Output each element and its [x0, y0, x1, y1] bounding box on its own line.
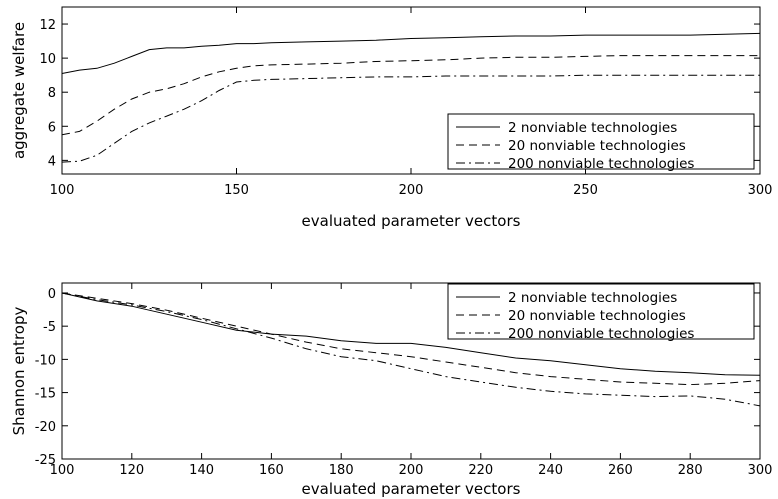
y-tick-label: 8 — [48, 86, 56, 101]
y-tick-label: 6 — [48, 120, 56, 135]
y-tick-label: -25 — [35, 453, 56, 468]
legend: 2 nonviable technologies 20 nonviable tec… — [448, 284, 754, 342]
x-tick-label: 240 — [538, 463, 563, 478]
x-tick-label: 150 — [224, 183, 249, 198]
x-tick-label: 300 — [748, 183, 773, 198]
y-tick-label: 0 — [48, 287, 56, 302]
x-tick-label: 280 — [678, 463, 703, 478]
x-tick-label: 300 — [748, 463, 773, 478]
y-axis-label: Shannon entropy — [10, 307, 28, 436]
y-tick-label: -10 — [35, 353, 56, 368]
legend-entry: 200 nonviable technologies — [508, 326, 694, 342]
x-tick-label: 120 — [119, 463, 144, 478]
x-axis-label: evaluated parameter vectors — [302, 212, 521, 230]
x-tick-label: 200 — [399, 183, 424, 198]
legend-entry: 20 nonviable technologies — [508, 138, 686, 154]
x-tick-label: 100 — [50, 183, 75, 198]
chart-shannon-entropy: 100 120 140 160 180 200 220 240 260 280 3000-5-10-… — [10, 283, 772, 498]
x-tick-label: 260 — [608, 463, 633, 478]
y-tick-label: -5 — [43, 320, 56, 335]
x-tick-label: 220 — [468, 463, 493, 478]
legend-entry: 2 nonviable technologies — [508, 290, 677, 306]
y-tick-label: -20 — [35, 420, 56, 435]
x-tick-label: 250 — [573, 183, 598, 198]
x-tick-label: 160 — [259, 463, 284, 478]
x-tick-label: 180 — [329, 463, 354, 478]
legend: 2 nonviable technologies 20 nonviable tec… — [448, 114, 754, 172]
legend-entry: 2 nonviable technologies — [508, 120, 677, 136]
series-line-1 — [62, 33, 760, 73]
chart-aggregate-welfare: 100 150 200 250 300 4 6 8 10 12 evaluated paramete… — [10, 7, 772, 230]
y-tick-label: 4 — [48, 154, 56, 169]
y-axis-label: aggregate welfare — [10, 22, 28, 159]
y-tick-label: 10 — [39, 52, 56, 67]
x-tick-label: 140 — [189, 463, 214, 478]
x-tick-label: 200 — [399, 463, 424, 478]
y-tick-label: 12 — [39, 18, 56, 33]
x-axis-label: evaluated parameter vectors — [302, 480, 521, 498]
y-tick-label: -15 — [35, 387, 56, 402]
legend-entry: 20 nonviable technologies — [508, 308, 686, 324]
legend-entry: 200 nonviable technologies — [508, 156, 694, 172]
